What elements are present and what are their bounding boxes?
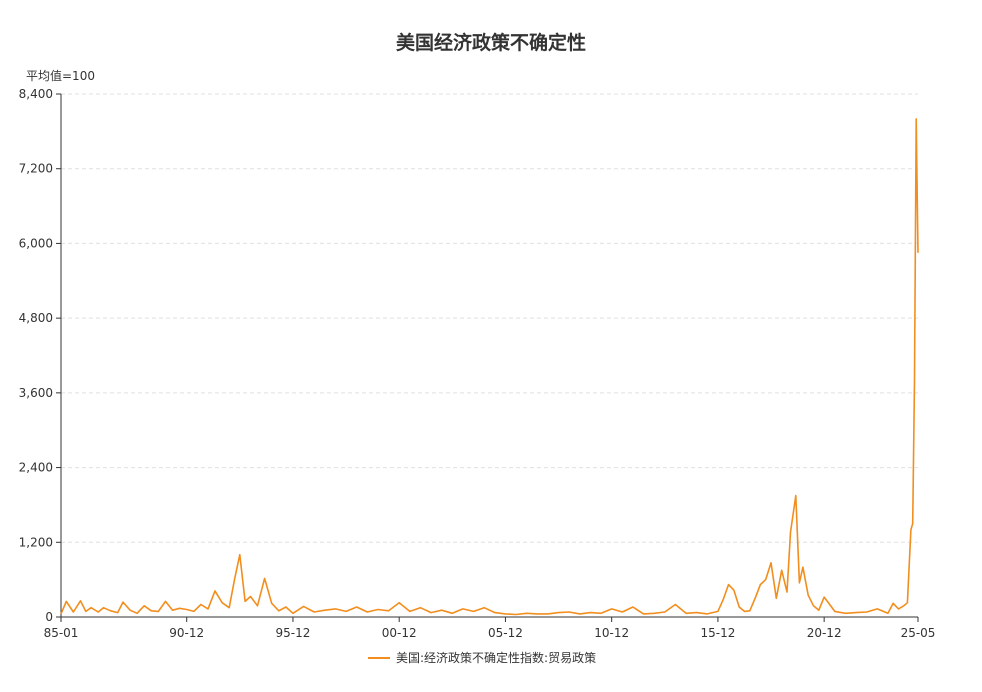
y-tick-label: 8,400 [19,87,53,101]
series-layer [60,118,919,616]
x-tick-label: 15-12 [700,626,735,640]
x-tick-label: 25-05 [901,626,936,640]
grid-lines [61,93,918,543]
x-tick-label: 90-12 [169,626,204,640]
axes: 0 1,200 2,400 3,600 4,800 6,000 7,200 8,400 85-0… [19,87,936,640]
x-tick-label: 05-12 [488,626,523,640]
x-tick-label: 20-12 [807,626,842,640]
y-axis-unit-label: 平均值=100 [26,69,95,83]
y-tick-label: 1,200 [19,535,53,549]
legend[interactable]: 美国:经济政策不确定性指数:贸易政策 [368,650,596,665]
chart-title: 美国经济政策不确定性 [395,32,586,54]
legend-label: 美国:经济政策不确定性指数:贸易政策 [396,650,596,665]
series-line-trade-policy [60,118,919,616]
y-tick-label: 0 [45,610,53,624]
x-tick-label: 95-12 [276,626,311,640]
x-tick-label: 85-01 [44,626,79,640]
y-tick-label: 4,800 [19,311,53,325]
x-tick-label: 10-12 [594,626,629,640]
y-tick-label: 6,000 [19,236,53,250]
y-tick-label: 2,400 [19,461,53,475]
y-tick-label: 3,600 [19,386,53,400]
y-tick-label: 7,200 [19,162,53,176]
x-tick-label: 00-12 [382,626,417,640]
